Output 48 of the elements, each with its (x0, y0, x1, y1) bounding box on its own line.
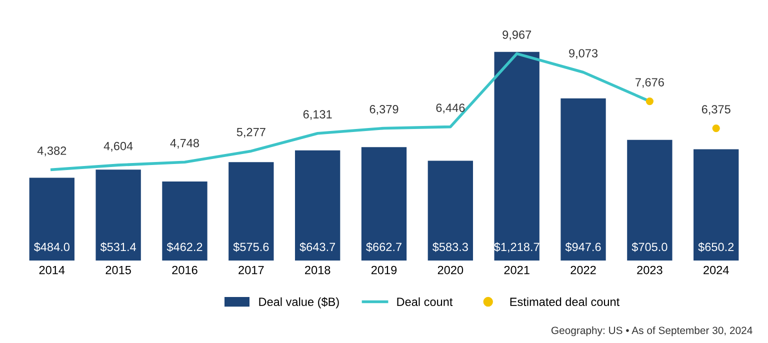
x-tick-label: 2014 (39, 266, 65, 274)
x-tick-label: 2017 (238, 266, 264, 274)
data-label: 6,379 (370, 105, 398, 115)
x-tick-label: 2023 (637, 266, 662, 274)
data-label: $583.3 (432, 242, 468, 252)
bar (494, 52, 540, 261)
data-label: $662.7 (366, 242, 402, 252)
data-label: 9,967 (502, 30, 532, 40)
x-tick-label: 2020 (438, 266, 464, 274)
bar (627, 140, 672, 261)
bar (694, 149, 739, 261)
bar (96, 170, 141, 261)
bar (361, 147, 407, 261)
data-label: 6,446 (436, 104, 465, 114)
data-label: $650.2 (698, 242, 734, 252)
data-label: 5,277 (236, 128, 266, 138)
x-tick-label: 2021 (504, 266, 530, 274)
bar (29, 178, 74, 261)
data-label: $462.2 (166, 242, 202, 252)
x-tick-label: 2024 (704, 266, 729, 274)
data-label: 6,375 (702, 105, 730, 115)
x-tick-label: 2019 (371, 266, 397, 274)
data-label: $575.6 (233, 242, 269, 252)
data-label: $643.7 (300, 242, 336, 252)
bar (428, 160, 474, 261)
legend-label: Deal count (397, 297, 453, 306)
x-tick-label: 2015 (106, 266, 131, 274)
data-label: 4,382 (37, 146, 66, 156)
data-label: $947.6 (565, 242, 601, 252)
data-label: 9,073 (569, 49, 598, 59)
data-label: $1,218.7 (494, 242, 540, 253)
x-tick-label: 2016 (172, 266, 198, 274)
bar (228, 162, 274, 261)
x-tick-label: 2018 (305, 266, 330, 274)
data-label: 7,676 (636, 78, 664, 88)
x-tick-label: 2022 (570, 266, 596, 274)
text: Geography: US • As of September 30, 2024 (551, 326, 752, 336)
bar (294, 150, 340, 261)
data-label: 6,131 (303, 110, 332, 120)
bar (162, 182, 208, 261)
data-label: 4,604 (104, 142, 133, 152)
data-label: $705.0 (632, 242, 668, 252)
legend-label: Estimated deal count (510, 297, 620, 306)
data-label: $531.4 (100, 242, 136, 252)
legend-label: Deal value ($B) (259, 297, 339, 308)
bar (560, 98, 606, 261)
data-label: $484.0 (34, 242, 70, 252)
data-label: 4,748 (170, 138, 199, 149)
